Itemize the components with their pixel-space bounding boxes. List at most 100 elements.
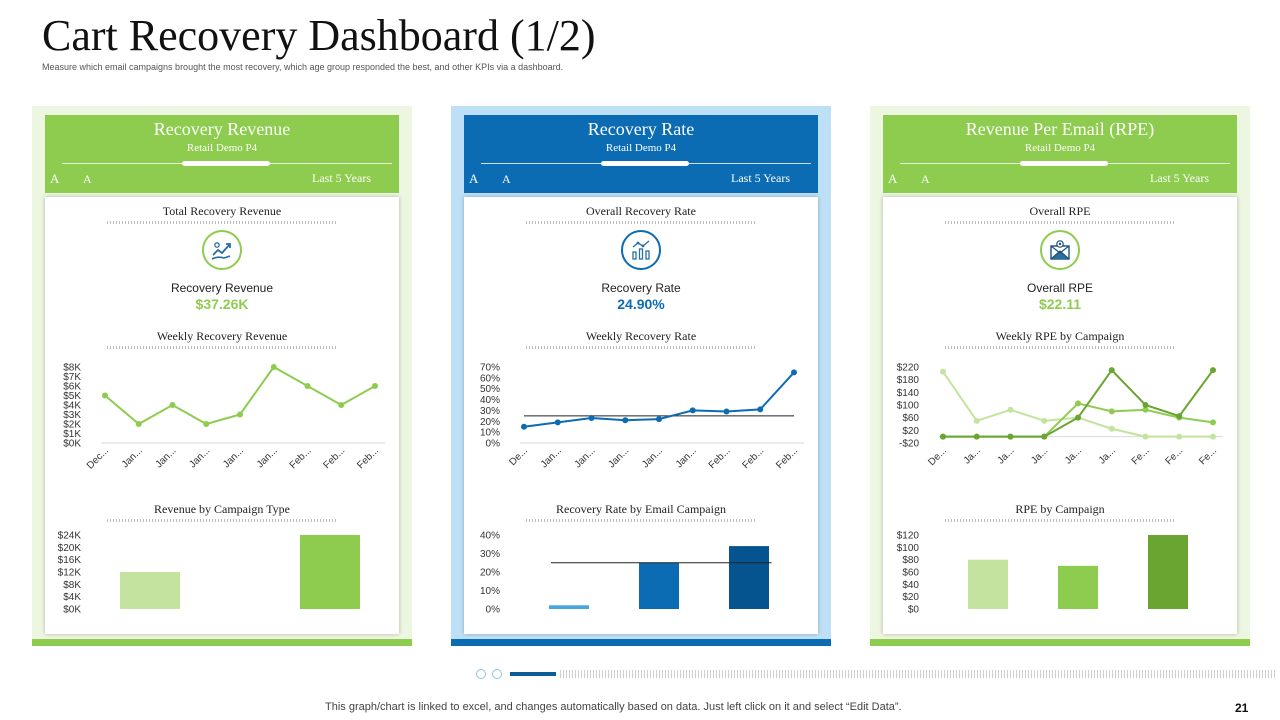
dotted-divider: [526, 519, 756, 522]
line-chart-title: Weekly Recovery Rate: [585, 329, 697, 343]
header-slider-handle[interactable]: [1020, 161, 1108, 166]
x-tick-label: Fe...: [1130, 445, 1152, 467]
data-point: [135, 421, 142, 427]
x-tick-label: Feb...: [322, 445, 348, 471]
panel-subtitle: Retail Demo P4: [605, 142, 677, 154]
data-point: [1075, 414, 1081, 421]
data-point: [1142, 406, 1149, 413]
y-tick-label: $7K: [63, 372, 81, 383]
y-tick-label: $4K: [63, 401, 81, 412]
y-tick-label: 20%: [480, 568, 500, 579]
y-tick-label: $1K: [63, 429, 81, 440]
y-tick-label: $6K: [63, 382, 81, 393]
data-point: [973, 433, 980, 440]
x-tick-label: Feb...: [741, 445, 767, 471]
x-tick-label: Ja...: [1097, 445, 1118, 466]
font-increase-button[interactable]: A: [50, 171, 60, 186]
y-tick-label: $8K: [63, 580, 81, 591]
page-number: 21: [1235, 701, 1249, 715]
panel-header: Recovery Revenue Retail Demo P4 A A Last…: [45, 115, 399, 193]
y-tick-label: $80: [902, 555, 919, 566]
dotted-divider: [526, 346, 756, 349]
header-slider-handle[interactable]: [601, 161, 689, 166]
y-tick-label: $0K: [63, 605, 81, 616]
data-point: [757, 406, 764, 413]
font-decrease-button[interactable]: A: [83, 172, 92, 186]
font-decrease-button[interactable]: A: [921, 172, 930, 186]
panel-title: Recovery Revenue: [153, 119, 291, 139]
x-tick-label: Jan...: [674, 445, 699, 470]
dotted-divider: [945, 519, 1175, 522]
line-chart-title: Weekly Recovery Revenue: [156, 329, 288, 343]
x-tick-label: Fe...: [1197, 445, 1219, 467]
data-point: [1176, 433, 1183, 440]
x-tick-label: Fe...: [1163, 445, 1185, 467]
y-tick-label: -$20: [899, 439, 919, 450]
dotted-divider: [107, 221, 337, 224]
y-tick-label: $20: [902, 592, 919, 603]
slide-progress: [476, 668, 1276, 680]
recovery-rate-panel: Recovery Rate Retail Demo P4 A A Last 5 …: [451, 106, 831, 646]
panel-subtitle: Retail Demo P4: [186, 142, 258, 154]
panel-bottom-bar: [870, 639, 1250, 646]
y-tick-label: $0K: [63, 439, 81, 450]
x-tick-label: Ja...: [1063, 445, 1084, 466]
period-filter[interactable]: Last 5 Years: [1150, 171, 1209, 185]
y-tick-label: $8K: [63, 363, 81, 374]
data-point: [338, 402, 345, 408]
bar-chart-title: RPE by Campaign: [1015, 502, 1105, 516]
bar-chart-title: Revenue by Campaign Type: [154, 502, 290, 516]
data-point: [372, 383, 378, 389]
recovery-revenue-panel: Recovery Revenue Retail Demo P4 A A Last…: [32, 106, 412, 646]
y-tick-label: $100: [897, 401, 920, 412]
font-increase-button[interactable]: A: [469, 171, 479, 186]
font-decrease-button[interactable]: A: [502, 172, 511, 186]
bar-chart-icon: [621, 230, 661, 270]
panel-card: Overall RPE Overall RPE $22.11 Weekly RP…: [883, 197, 1237, 634]
recovery-rate-by-email-campaign-chart: 0% 10% 20% 30% 40%: [480, 531, 772, 616]
y-tick-label: 10%: [480, 428, 500, 439]
bar: [1058, 565, 1098, 609]
y-tick-label: $4K: [63, 592, 81, 603]
y-tick-label: $20: [902, 426, 919, 437]
progress-dot: [476, 669, 486, 679]
data-point: [1210, 419, 1216, 426]
bar: [1148, 535, 1188, 609]
money-growth-icon: [202, 230, 242, 270]
data-point: [1108, 425, 1115, 432]
x-tick-label: Jan...: [255, 445, 280, 470]
x-tick-label: Ja...: [1029, 445, 1050, 466]
data-point: [554, 419, 561, 426]
data-point: [1007, 406, 1014, 413]
period-filter[interactable]: Last 5 Years: [312, 171, 371, 185]
panel-bottom-bar: [32, 639, 412, 646]
kpi-value: $22.11: [1038, 296, 1082, 312]
data-point: [1041, 417, 1048, 424]
data-point: [1007, 433, 1014, 440]
y-tick-label: 50%: [480, 384, 500, 395]
data-point: [656, 416, 662, 423]
rpe-panel: Revenue Per Email (RPE) Retail Demo P4 A…: [870, 106, 1250, 646]
data-point: [1108, 408, 1115, 415]
bar: [300, 535, 360, 609]
x-tick-label: Jan...: [640, 445, 665, 470]
header-slider-handle[interactable]: [182, 161, 270, 166]
y-tick-label: $180: [897, 375, 920, 386]
data-point: [940, 368, 946, 375]
bar-chart-title: Recovery Rate by Email Campaign: [556, 502, 726, 516]
font-increase-button[interactable]: A: [888, 171, 898, 186]
y-tick-label: 40%: [480, 531, 500, 542]
y-tick-label: $60: [902, 413, 919, 424]
period-filter[interactable]: Last 5 Years: [731, 171, 790, 185]
y-tick-label: $220: [897, 363, 920, 374]
data-point: [723, 408, 730, 415]
weekly-recovery-rate-chart: 0%10%20%30%40%50%60%70% De... Jan... Jan...…: [480, 363, 804, 471]
kpi-section-title: Total Recovery Revenue: [162, 204, 282, 218]
panel-title: Revenue Per Email (RPE): [965, 119, 1155, 139]
kpi-section-title: Overall Recovery Rate: [586, 204, 696, 218]
y-tick-label: $0: [908, 605, 920, 616]
panel-header: Revenue Per Email (RPE) Retail Demo P4 A…: [883, 115, 1237, 193]
line-chart-title: Weekly RPE by Campaign: [995, 329, 1125, 343]
data-point: [689, 407, 696, 414]
data-point: [1142, 402, 1149, 408]
